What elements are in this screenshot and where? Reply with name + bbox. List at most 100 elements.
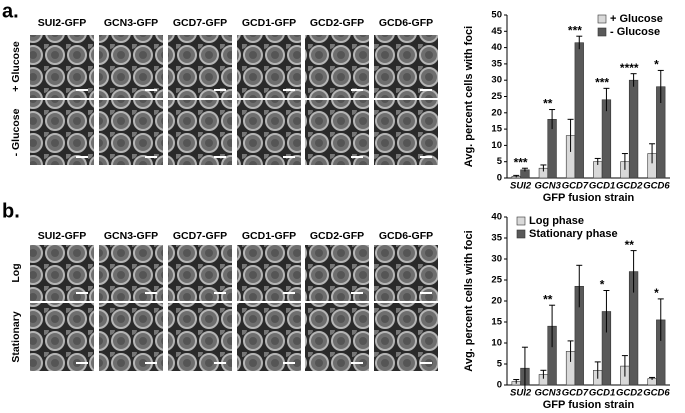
y-tick-label: 35 [491, 58, 502, 69]
micrograph [168, 303, 232, 371]
legend-label: + Glucose [610, 13, 663, 25]
micrograph [99, 35, 163, 98]
x-tick-label: GCD2 [616, 181, 643, 192]
y-tick-label: 25 [491, 91, 502, 102]
column-header: GCD1-GFP [242, 17, 296, 29]
significance: *** [514, 155, 528, 169]
column-header: GCD7-GFP [173, 17, 227, 29]
x-tick-label: GCD1 [589, 388, 615, 399]
y-tick-label: 10 [491, 338, 502, 349]
micrograph [168, 245, 232, 301]
legend-swatch [516, 216, 526, 226]
row-label: + Glucose [10, 41, 22, 92]
micrograph [30, 35, 94, 98]
micrograph [237, 303, 301, 371]
micrograph [305, 35, 369, 98]
x-tick-label: GCD6 [643, 181, 670, 192]
column-header: GCD2-GFP [310, 17, 364, 29]
column-header: GCN3-GFP [104, 17, 158, 29]
significance: *** [568, 23, 582, 37]
legend-label: Log phase [529, 215, 584, 227]
y-tick-label: 35 [491, 233, 502, 244]
micrograph [305, 100, 369, 165]
column-header: SUI2-GFP [38, 230, 86, 242]
x-tick-label: GCD7 [562, 181, 589, 192]
panel-label: a. [2, 0, 19, 22]
legend-swatch [597, 14, 607, 24]
micrograph [374, 35, 438, 98]
micrograph [99, 245, 163, 301]
micrograph [237, 245, 301, 301]
legend-swatch [597, 27, 607, 37]
y-tick-label: 20 [491, 107, 502, 118]
y-tick-label: 10 [491, 140, 502, 151]
micrograph [168, 35, 232, 98]
x-axis-label: GFP fusion strain [543, 399, 635, 408]
y-tick-label: 0 [497, 173, 502, 184]
column-header: GCD6-GFP [379, 17, 433, 29]
y-axis-label: Avg. percent cells with foci [463, 26, 475, 167]
micrograph [305, 245, 369, 301]
x-tick-label: GCD7 [562, 388, 589, 399]
x-tick-label: SUI2 [510, 388, 532, 399]
micrograph [99, 100, 163, 165]
micrograph [237, 100, 301, 165]
y-tick-label: 40 [491, 42, 502, 53]
micrograph [30, 100, 94, 165]
row-label: - Glucose [10, 108, 22, 156]
row-label: Log [10, 263, 22, 282]
y-tick-label: 20 [491, 296, 502, 307]
y-tick-label: 5 [497, 156, 503, 167]
significance: * [654, 58, 659, 72]
bar [574, 42, 584, 179]
panel-label: b. [2, 200, 20, 222]
y-tick-label: 15 [491, 124, 502, 135]
micrograph [30, 303, 94, 371]
x-tick-label: GCD1 [589, 181, 615, 192]
x-tick-label: GCN3 [535, 181, 562, 192]
column-header: GCD2-GFP [310, 230, 364, 242]
y-tick-label: 25 [491, 275, 502, 286]
legend-label: Stationary phase [529, 228, 618, 240]
column-header: SUI2-GFP [38, 17, 86, 29]
row-label: Stationary [10, 311, 22, 363]
y-tick-label: 5 [497, 359, 503, 370]
y-tick-label: 40 [491, 212, 502, 223]
bar [601, 99, 612, 179]
micrograph [99, 303, 163, 371]
y-tick-label: 30 [491, 75, 502, 86]
micrograph [374, 303, 438, 371]
micrograph [374, 100, 438, 165]
column-header: GCN3-GFP [104, 230, 158, 242]
significance: ** [543, 292, 553, 306]
micrograph [237, 35, 301, 98]
y-axis-label: Avg. percent cells with foci [463, 230, 475, 371]
x-tick-label: GCN3 [535, 388, 562, 399]
x-tick-label: GCD6 [643, 388, 670, 399]
x-tick-label: GCD2 [616, 388, 643, 399]
micrograph [305, 303, 369, 371]
column-header: GCD1-GFP [242, 230, 296, 242]
significance: *** [595, 76, 609, 90]
legend-swatch [516, 229, 526, 239]
bar [628, 79, 639, 179]
significance: ** [625, 238, 635, 252]
significance: * [600, 278, 605, 292]
significance: **** [620, 61, 639, 75]
legend-label: - Glucose [610, 26, 660, 38]
y-tick-label: 0 [497, 380, 502, 391]
x-axis-label: GFP fusion strain [543, 192, 635, 204]
x-tick-label: SUI2 [510, 181, 532, 192]
micrograph [30, 245, 94, 301]
micrograph [168, 100, 232, 165]
y-tick-label: 45 [491, 26, 502, 37]
micrograph [374, 245, 438, 301]
significance: ** [543, 97, 553, 111]
significance: * [654, 286, 659, 300]
y-tick-label: 50 [491, 10, 502, 21]
y-tick-label: 15 [491, 317, 502, 328]
column-header: GCD7-GFP [173, 230, 227, 242]
column-header: GCD6-GFP [379, 230, 433, 242]
